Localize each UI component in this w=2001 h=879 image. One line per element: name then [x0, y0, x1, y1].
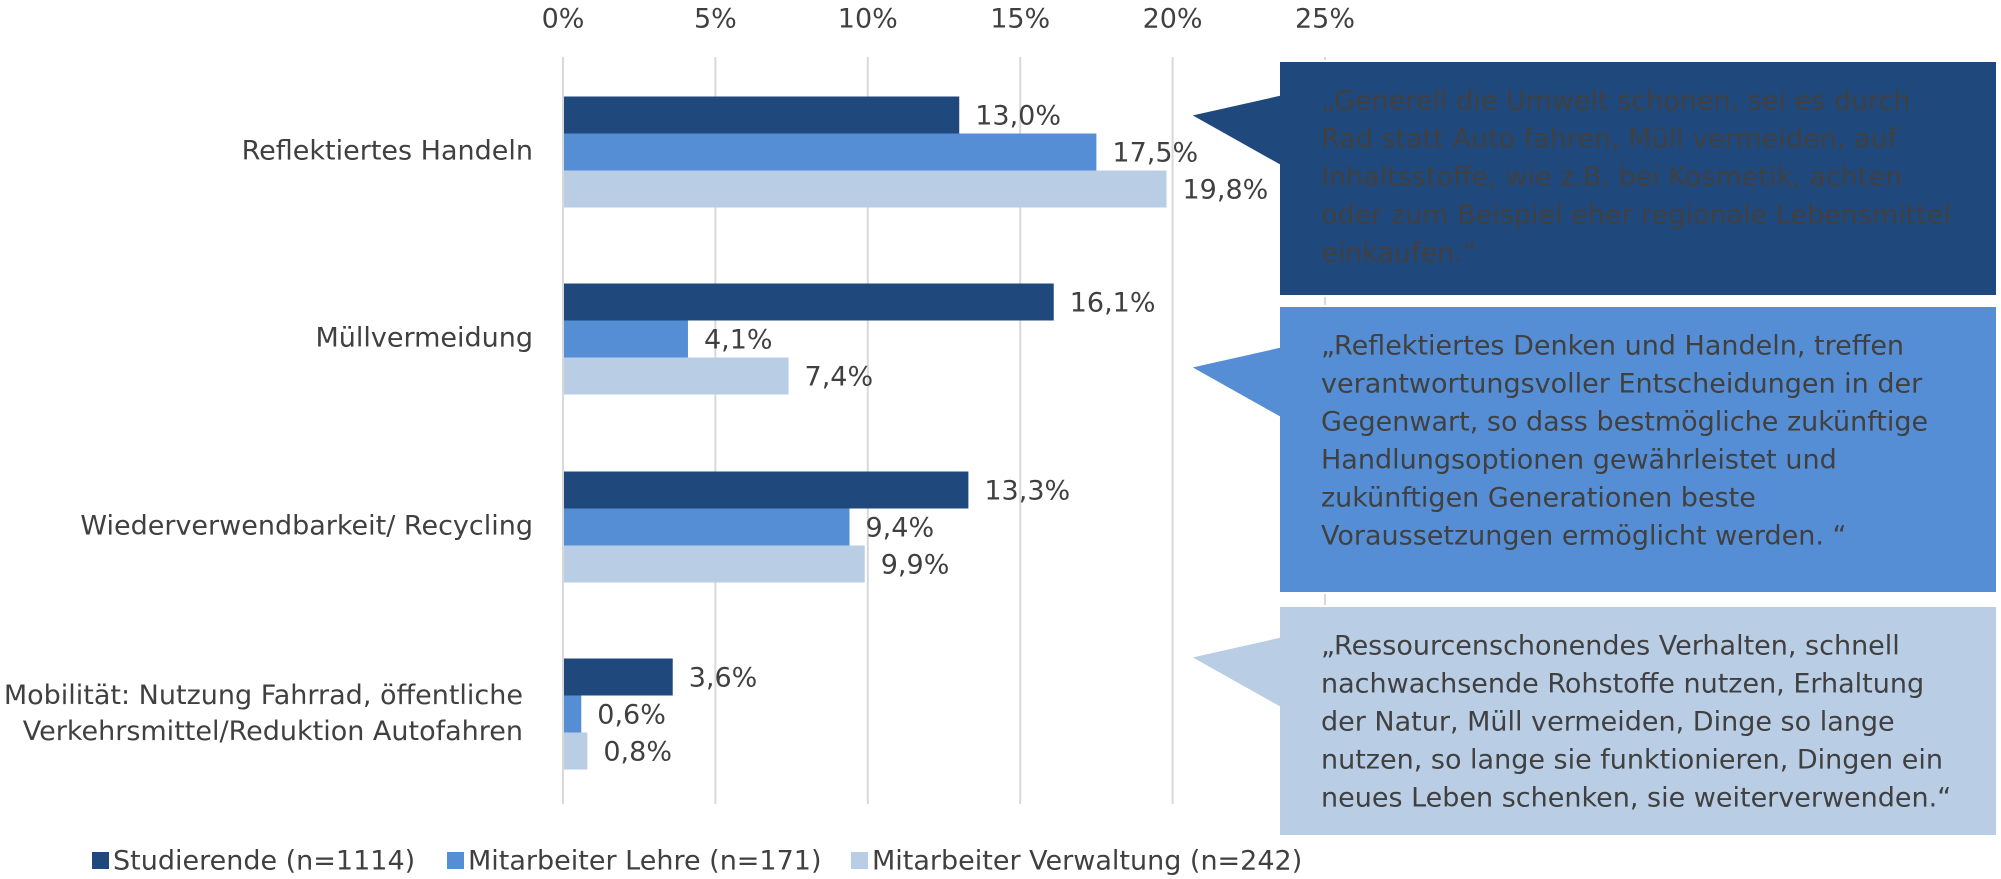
x-tick-label: 15%: [990, 4, 1050, 35]
callout-text: Voraussetzungen ermöglicht werden. “: [1321, 521, 1847, 552]
bar: [563, 170, 1167, 208]
value-label: 9,9%: [881, 550, 950, 581]
callout-text: verantwortungsvoller Entscheidungen in d…: [1321, 369, 1923, 400]
callout-text: Rad statt Auto fahren, Müll vermeiden, a…: [1321, 124, 1899, 155]
x-tick-label: 25%: [1295, 4, 1355, 35]
value-label: 13,3%: [984, 476, 1070, 507]
legend-swatch: [851, 852, 868, 869]
callout-text: Gegenwart, so dass bestmögliche zukünfti…: [1321, 407, 1928, 438]
y-tick-label: Mobilität: Nutzung Fahrrad, öffentliche V…: [4, 680, 523, 747]
callout-text: nachwachsende Rohstoffe nutzen, Erhaltun…: [1321, 669, 1924, 700]
bar: [563, 545, 865, 583]
bar: [563, 732, 588, 770]
x-tick-label: 0%: [542, 4, 585, 35]
value-label: 9,4%: [866, 513, 935, 544]
x-tick-label: 10%: [838, 4, 898, 35]
bar: [563, 283, 1054, 321]
callout-text: nutzen, so lange sie funktionieren, Ding…: [1321, 745, 1943, 776]
legend-swatch: [92, 852, 109, 869]
callout-text: Handlungsoptionen gewährleistet und: [1321, 445, 1837, 476]
y-tick-label: Müllvermeidung: [315, 323, 533, 354]
value-label: 16,1%: [1070, 288, 1156, 319]
y-tick-label: Wiederverwendbarkeit/ Recycling: [80, 511, 533, 542]
value-label: 7,4%: [805, 362, 874, 393]
bar: [563, 357, 789, 395]
bar: [563, 96, 960, 134]
callout-text: „Generell die Umwelt schonen, sei es dur…: [1321, 86, 1911, 117]
callout-text: einkaufen.“: [1321, 238, 1477, 269]
callout-text: Inhaltsstoffe, wie z.B. bei Kosmetik, ac…: [1321, 162, 1902, 193]
legend-label: Mitarbeiter Verwaltung (n=242): [872, 846, 1302, 877]
value-label: 13,0%: [975, 101, 1061, 132]
bar: [563, 320, 688, 358]
bar: [563, 471, 969, 509]
value-label: 4,1%: [704, 325, 773, 356]
callout-text: „Ressourcenschonendes Verhalten, schnell: [1321, 631, 1900, 662]
x-tick-label: 5%: [694, 4, 737, 35]
label-line: Verkehrsmittel/Reduktion Autofahren: [23, 716, 523, 747]
callout-text: zukünftigen Generationen beste: [1321, 483, 1756, 514]
legend-swatch: [447, 852, 464, 869]
bar: [563, 508, 850, 546]
value-label: 0,6%: [597, 700, 666, 731]
callout-text: neues Leben schenken, sie weiterverwende…: [1321, 783, 1951, 814]
callout-text: „Reflektiertes Denken und Handeln, treff…: [1321, 331, 1904, 362]
callout-text: der Natur, Müll vermeiden, Dinge so lang…: [1321, 707, 1895, 738]
legend-label: Studierende (n=1114): [113, 846, 415, 877]
legend-label: Mitarbeiter Lehre (n=171): [468, 846, 822, 877]
value-label: 3,6%: [689, 663, 758, 694]
value-label: 0,8%: [603, 737, 672, 768]
callout: [1187, 605, 1998, 837]
bar: [563, 133, 1097, 171]
callout: [1187, 305, 1998, 594]
callout-text: oder zum Beispiel eher regionale Lebensm…: [1321, 200, 1951, 231]
bar: [563, 658, 673, 696]
y-tick-label: Reflektiertes Handeln: [242, 136, 533, 167]
callout: [1187, 60, 1998, 297]
bar: [563, 695, 582, 733]
value-label: 17,5%: [1112, 138, 1198, 169]
label-line: Mobilität: Nutzung Fahrrad, öffentliche: [4, 680, 523, 711]
value-label: 19,8%: [1183, 175, 1269, 206]
x-tick-label: 20%: [1143, 4, 1203, 35]
